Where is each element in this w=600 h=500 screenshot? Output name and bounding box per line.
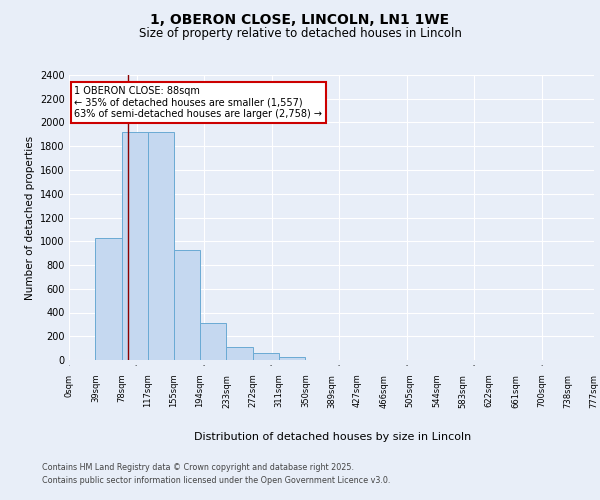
Text: 583sqm: 583sqm [458,374,467,408]
Text: 155sqm: 155sqm [169,374,178,408]
Text: 389sqm: 389sqm [328,374,337,408]
Text: 466sqm: 466sqm [379,374,388,408]
Text: Contains HM Land Registry data © Crown copyright and database right 2025.: Contains HM Land Registry data © Crown c… [42,464,354,472]
Bar [279,357,305,360]
Text: 117sqm: 117sqm [143,374,152,408]
Text: Distribution of detached houses by size in Lincoln: Distribution of detached houses by size … [194,432,472,442]
Text: 350sqm: 350sqm [301,374,310,408]
Text: 700sqm: 700sqm [538,374,547,408]
Bar [253,354,279,360]
Text: 505sqm: 505sqm [406,374,415,408]
Text: 194sqm: 194sqm [196,374,205,408]
Text: 272sqm: 272sqm [248,374,257,408]
Text: 39sqm: 39sqm [91,374,100,402]
Text: 1 OBERON CLOSE: 88sqm
← 35% of detached houses are smaller (1,557)
63% of semi-d: 1 OBERON CLOSE: 88sqm ← 35% of detached … [74,86,322,119]
Text: 311sqm: 311sqm [275,374,284,408]
Text: 622sqm: 622sqm [485,374,494,408]
Text: Contains public sector information licensed under the Open Government Licence v3: Contains public sector information licen… [42,476,391,485]
Text: 777sqm: 777sqm [589,374,599,408]
Text: 661sqm: 661sqm [511,374,520,408]
Text: 427sqm: 427sqm [353,374,362,408]
Bar [226,347,253,360]
Text: 738sqm: 738sqm [563,374,572,408]
Text: 233sqm: 233sqm [222,374,231,408]
Text: 1, OBERON CLOSE, LINCOLN, LN1 1WE: 1, OBERON CLOSE, LINCOLN, LN1 1WE [151,12,449,26]
Bar [122,132,148,360]
Bar [95,238,122,360]
Text: 544sqm: 544sqm [432,374,441,408]
Bar [200,322,226,360]
Text: 78sqm: 78sqm [117,374,126,402]
Bar [148,132,174,360]
Text: Size of property relative to detached houses in Lincoln: Size of property relative to detached ho… [139,28,461,40]
Text: 0sqm: 0sqm [65,374,74,397]
Y-axis label: Number of detached properties: Number of detached properties [25,136,35,300]
Bar [174,250,200,360]
